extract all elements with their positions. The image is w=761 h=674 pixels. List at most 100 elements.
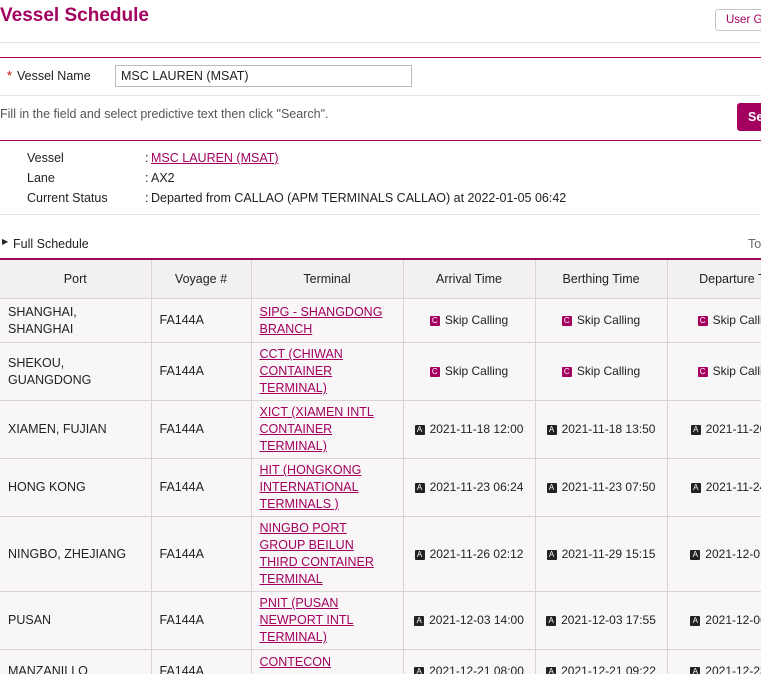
info-separator: : xyxy=(145,191,149,205)
time-text: 2021-12-21 08:00 xyxy=(429,663,524,674)
status-badge: C xyxy=(429,367,440,377)
status-badge: A xyxy=(546,666,557,674)
time-text: Skip Callin xyxy=(712,364,761,378)
status-badge: A xyxy=(690,483,701,493)
status-badge: A xyxy=(414,483,425,493)
time-cell: C Skip Calling xyxy=(535,342,668,401)
time-text: 2021-12-03 14:00 xyxy=(429,613,524,627)
status-badge: C xyxy=(697,367,708,377)
info-separator: : xyxy=(145,171,149,185)
voyage-cell: FA144A xyxy=(151,298,252,343)
port-cell: NINGBO, ZHEJIANG xyxy=(0,516,152,592)
table-row: NINGBO, ZHEJIANG FA144A NINGBO PORT GROUP … xyxy=(0,516,761,592)
vessel-input[interactable]: MSC LAUREN (MSAT) xyxy=(115,65,412,87)
status-badge: A xyxy=(414,425,425,435)
status-badge: C xyxy=(561,316,572,326)
schedule-table-wrap: Port Voyage # Terminal Arrival Time Berthing… xyxy=(0,258,761,674)
terminal-cell: NINGBO PORT GROUP BEILUN THIRD CONTAINER… xyxy=(251,516,404,592)
port-cell: PUSAN xyxy=(0,591,152,650)
status-badge: C xyxy=(429,316,440,326)
terminal-link[interactable]: SIPG - SHANGDONG BRANCH xyxy=(259,304,383,336)
status-badge: A xyxy=(690,549,701,560)
time-text: 2021-11-29 15:15 xyxy=(561,546,656,561)
port-cell: SHANGHAI, SHANGHAI xyxy=(0,298,152,343)
status-badge: A xyxy=(414,616,425,626)
time-cell: A 2021-11-20 1 xyxy=(667,400,761,459)
header-row: Port Voyage # Terminal Arrival Time Berthing… xyxy=(0,260,761,299)
schedule-toggle[interactable]: Full Schedule xyxy=(13,237,89,251)
terminal-link[interactable]: NINGBO PORT GROUP BEILUN THIRD CONTAINER… xyxy=(259,521,374,586)
time-cell: A 2021-12-03 14:00 xyxy=(403,591,536,650)
time-text: 2021-11-20 1 xyxy=(705,422,761,436)
voyage-cell: FA144A xyxy=(151,458,252,517)
search-button[interactable]: Se xyxy=(737,103,761,131)
voyage-cell: FA144A xyxy=(151,400,252,459)
terminal-link[interactable]: PNIT (PUSAN NEWPORT INTL TERMINAL) xyxy=(259,596,354,644)
time-cell: A 2021-11-18 12:00 xyxy=(403,400,536,459)
table-row: HONG KONG FA144A HIT (HONGKONG INTERNATION… xyxy=(0,458,761,517)
time-cell: C Skip Callin xyxy=(667,298,761,343)
terminal-cell: XICT (XIAMEN INTL CONTAINER TERMINAL) xyxy=(251,400,404,459)
column-header: Port xyxy=(0,260,152,299)
status-badge: A xyxy=(414,666,425,674)
terminal-cell: SIPG - SHANGDONG BRANCH xyxy=(251,298,404,343)
column-header: Terminal xyxy=(251,260,404,299)
status-badge: A xyxy=(690,616,701,626)
time-text: Skip Calling xyxy=(576,313,641,327)
terminal-link[interactable]: CONTECON MANZANILLO xyxy=(259,655,340,674)
port-cell: HONG KONG xyxy=(0,458,152,517)
vessel-link[interactable]: MSC LAUREN (MSAT) xyxy=(151,151,279,165)
time-text: 2021-11-23 06:24 xyxy=(429,480,524,494)
time-cell: A 2021-12-01 1 xyxy=(667,516,761,592)
status-badge: A xyxy=(546,616,557,626)
column-header: Voyage # xyxy=(151,260,252,299)
time-cell: A 2021-12-21 09:22 xyxy=(535,649,668,674)
status-badge: A xyxy=(546,483,557,493)
hint: Fill in the field and select predictive … xyxy=(0,107,329,121)
time-text: 2021-11-18 12:00 xyxy=(429,422,524,436)
voyage-cell: FA144A xyxy=(151,649,252,674)
divider xyxy=(0,214,761,215)
page-title: Vessel Schedule xyxy=(0,5,149,26)
time-cell: A 2021-11-29 15:15 xyxy=(535,516,668,592)
column-header: Arrival Time xyxy=(403,260,536,299)
terminal-link[interactable]: CCT (CHIWAN CONTAINER TERMINAL) xyxy=(259,347,343,395)
info-label: Vessel xyxy=(27,151,64,165)
info-label: Lane xyxy=(27,171,55,185)
user-guide-button[interactable]: User G xyxy=(715,9,761,31)
port-cell: MANZANILLO xyxy=(0,649,152,674)
terminal-cell: CCT (CHIWAN CONTAINER TERMINAL) xyxy=(251,342,404,401)
time-text: 2021-12-06 0 xyxy=(705,613,761,627)
time-cell: C Skip Calling xyxy=(403,298,536,343)
time-text: Skip Callin xyxy=(712,313,761,327)
status-badge: A xyxy=(690,425,701,435)
top-link[interactable]: To xyxy=(748,237,761,251)
terminal-link[interactable]: HIT (HONGKONG INTERNATIONAL TERMINALS ) xyxy=(259,463,362,511)
field-label: Vessel Name xyxy=(17,69,91,83)
time-text: Skip Calling xyxy=(444,364,509,378)
voyage-cell: FA144A xyxy=(151,516,252,592)
time-cell: A 2021-12-03 17:55 xyxy=(535,591,668,650)
port-cell: SHEKOU, GUANGDONG xyxy=(0,342,152,401)
port-cell: XIAMEN, FUJIAN xyxy=(0,400,152,459)
time-text: 2021-11-18 13:50 xyxy=(561,422,656,436)
status-badge: C xyxy=(697,316,708,326)
terminal-cell: CONTECON MANZANILLO xyxy=(251,649,404,674)
column-header: Departure Ti xyxy=(667,260,761,299)
divider xyxy=(0,57,761,58)
time-cell: A 2021-11-18 13:50 xyxy=(535,400,668,459)
time-text: 2021-11-24 1 xyxy=(705,480,761,494)
column-header: Berthing Time xyxy=(535,260,668,299)
time-cell: C Skip Callin xyxy=(667,342,761,401)
time-cell: A 2021-11-23 06:24 xyxy=(403,458,536,517)
table-row: PUSAN FA144A PNIT (PUSAN NEWPORT INTL TERM… xyxy=(0,591,761,650)
time-text: Skip Calling xyxy=(444,313,509,327)
status-badge: A xyxy=(546,425,557,435)
status-badge: C xyxy=(561,367,572,377)
voyage-cell: FA144A xyxy=(151,591,252,650)
time-cell: A 2021-12-23 1 xyxy=(667,649,761,674)
terminal-link[interactable]: XICT (XIAMEN INTL CONTAINER TERMINAL) xyxy=(259,405,374,453)
time-text: 2021-12-03 17:55 xyxy=(561,613,656,627)
table-row: SHANGHAI, SHANGHAI FA144A SIPG - SHANGDONG… xyxy=(0,298,761,343)
